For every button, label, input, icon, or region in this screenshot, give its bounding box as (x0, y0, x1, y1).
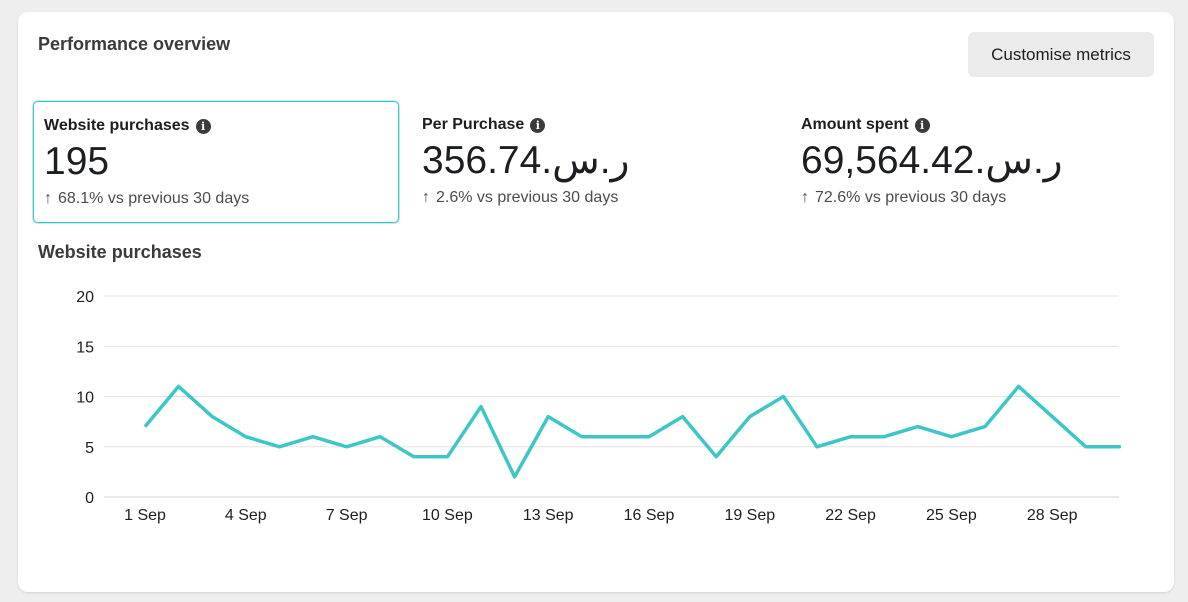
metric-per-purchase[interactable]: Per Purchase i 356.74.ر.س ↑ 2.6% vs previo… (412, 101, 778, 223)
chart-title: Website purchases (38, 242, 202, 262)
y-tick-label: 0 (85, 490, 94, 507)
data-point[interactable] (1082, 443, 1090, 451)
data-point[interactable] (208, 413, 216, 421)
metric-change: 2.6% vs previous 30 days (436, 189, 619, 206)
series-line[interactable] (143, 384, 1122, 479)
data-point[interactable] (981, 423, 989, 431)
arrow-up-icon: ↑ (422, 189, 430, 206)
x-tick-label: 7 Sep (326, 507, 368, 524)
x-tick-label: 16 Sep (624, 507, 675, 524)
metric-value: 69,564.42.ر.س (801, 139, 1063, 182)
x-tick-label: 13 Sep (523, 507, 574, 524)
x-tick-label: 25 Sep (926, 507, 977, 524)
arrow-up-icon: ↑ (801, 189, 809, 206)
data-point[interactable] (242, 433, 250, 441)
data-point[interactable] (1015, 382, 1023, 390)
data-point[interactable] (376, 433, 384, 441)
performance-card: Performance overview Customise metrics W… (18, 12, 1174, 592)
data-point[interactable] (309, 433, 317, 441)
data-point[interactable] (410, 453, 418, 461)
data-point[interactable] (679, 413, 687, 421)
data-point[interactable] (343, 443, 351, 451)
data-point[interactable] (578, 433, 586, 441)
page-title: Performance overview (38, 34, 231, 54)
x-tick-label: 10 Sep (422, 507, 473, 524)
info-icon[interactable]: i (530, 117, 546, 133)
y-tick-label: 15 (76, 339, 94, 356)
info-icon[interactable]: i (195, 118, 211, 134)
data-point[interactable] (544, 413, 552, 421)
data-point[interactable] (813, 443, 821, 451)
data-point[interactable] (141, 423, 149, 431)
data-point[interactable] (947, 433, 955, 441)
x-tick-label: 19 Sep (724, 507, 775, 524)
data-point[interactable] (914, 423, 922, 431)
data-point[interactable] (1048, 413, 1056, 421)
data-point[interactable] (847, 433, 855, 441)
x-tick-label: 1 Sep (124, 507, 166, 524)
data-point[interactable] (275, 443, 283, 451)
metric-change: 72.6% vs previous 30 days (815, 189, 1007, 206)
x-tick-label: 4 Sep (225, 507, 267, 524)
metric-value: 356.74.ر.س (422, 139, 630, 182)
data-point[interactable] (611, 433, 619, 441)
arrow-up-icon: ↑ (44, 190, 52, 207)
metric-value: 195 (44, 140, 110, 183)
y-tick-label: 10 (76, 390, 94, 407)
data-point[interactable] (880, 433, 888, 441)
metric-change: 68.1% vs previous 30 days (58, 190, 250, 207)
info-icon[interactable]: i (914, 117, 930, 133)
data-point[interactable] (712, 453, 720, 461)
data-point[interactable] (443, 453, 451, 461)
data-point[interactable] (1115, 443, 1123, 451)
x-tick-label: 22 Sep (825, 507, 876, 524)
customise-metrics-button[interactable]: Customise metrics (968, 32, 1154, 77)
metric-label: Website purchases (44, 117, 190, 134)
y-tick-label: 5 (85, 440, 94, 457)
metric-label: Per Purchase (422, 116, 525, 133)
y-tick-label: 20 (76, 289, 94, 306)
metric-label: Amount spent (801, 116, 909, 133)
data-point[interactable] (477, 403, 485, 411)
metric-website-purchases[interactable]: Website purchases i 195 ↑ 68.1% vs previou… (33, 101, 399, 223)
metric-amount-spent[interactable]: Amount spent i 69,564.42.ر.س ↑ 72.6% vs pr… (791, 101, 1157, 223)
data-point[interactable] (511, 473, 519, 481)
data-point[interactable] (645, 433, 653, 441)
data-point[interactable] (175, 382, 183, 390)
data-point[interactable] (746, 413, 754, 421)
x-tick-label: 28 Sep (1027, 507, 1078, 524)
data-point[interactable] (779, 393, 787, 401)
